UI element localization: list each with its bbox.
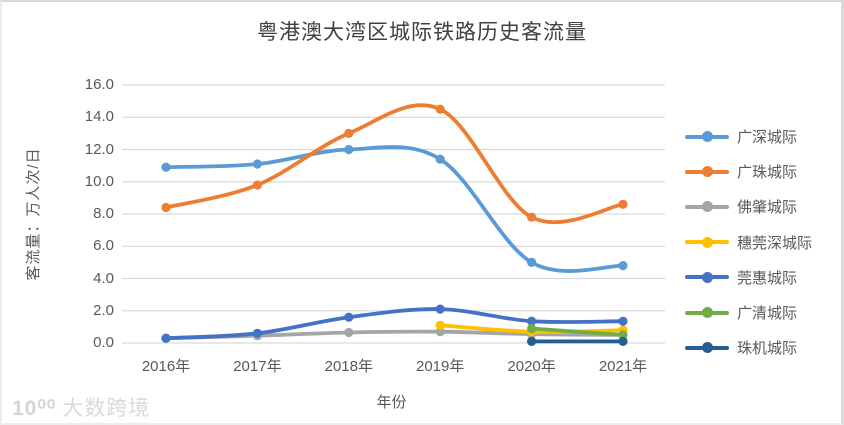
legend-line-marker-icon (685, 271, 729, 283)
legend-label: 广珠城际 (737, 164, 798, 182)
series-marker (435, 154, 445, 164)
legend-line-marker-icon (685, 342, 729, 354)
legend-item: 穗莞深城际 (685, 225, 841, 260)
legend-item: 莞惠城际 (685, 260, 841, 295)
y-tick-label: 6.0 (93, 237, 114, 255)
legend-line-marker-icon (685, 236, 729, 248)
legend-item: 广清城际 (685, 295, 841, 330)
legend-label: 佛肇城际 (737, 199, 798, 217)
x-axis-title: 年份 (376, 394, 407, 411)
series-marker (527, 212, 537, 222)
legend-line-marker-icon (685, 307, 729, 319)
y-axis-title: 客流量：万人次/日 (25, 147, 42, 281)
series-marker (527, 336, 537, 346)
watermark: 10⁰⁰ 大数跨境 (12, 392, 150, 422)
watermark-text: 大数跨境 (62, 397, 151, 420)
series-marker (161, 202, 171, 213)
x-tick-label: 2018年 (324, 358, 373, 375)
y-tick-label: 12.0 (84, 140, 114, 158)
series-marker (618, 316, 628, 326)
legend-label: 穗莞深城际 (737, 234, 813, 252)
series-marker (435, 104, 445, 114)
series-marker (618, 330, 628, 340)
series-marker (161, 162, 171, 172)
y-tick-label: 8.0 (93, 205, 114, 222)
series-marker (527, 257, 537, 267)
legend-item: 珠机城际 (685, 330, 841, 365)
x-tick-label: 2021年 (598, 358, 648, 375)
series-marker (527, 316, 537, 326)
legend-line-marker-icon (685, 131, 729, 143)
y-tick-label: 0.0 (93, 334, 114, 351)
watermark-logo-icon: 10⁰⁰ (12, 397, 57, 420)
y-tick-label: 14.0 (84, 108, 114, 126)
series-marker (344, 327, 354, 338)
legend-label: 广深城际 (737, 129, 798, 147)
series-marker (252, 180, 262, 190)
y-tick-label: 16.0 (84, 76, 114, 93)
series-marker (344, 312, 354, 322)
legend-item: 广珠城际 (685, 154, 841, 189)
series-marker (344, 144, 354, 155)
legend-label: 莞惠城际 (737, 269, 798, 287)
series-marker (618, 261, 628, 271)
series-marker (252, 159, 262, 169)
series-line (164, 307, 625, 341)
series-marker (618, 336, 628, 346)
series-line (529, 326, 625, 337)
legend-label: 珠机城际 (737, 340, 798, 358)
y-tick-label: 10.0 (84, 172, 114, 190)
series-marker (618, 199, 628, 209)
chart-title: 粤港澳大湾区城际铁路历史客流量 (257, 21, 587, 44)
series-marker (344, 128, 354, 138)
series-marker (161, 333, 171, 343)
series-marker (435, 327, 445, 337)
x-tick-label: 2017年 (233, 358, 282, 375)
x-tick-label: 2019年 (416, 358, 465, 375)
legend-line-marker-icon (685, 201, 729, 213)
legend-item: 广深城际 (685, 119, 841, 154)
y-tick-label: 2.0 (93, 301, 114, 319)
legend-label: 广清城际 (737, 305, 798, 323)
x-tick-label: 2016年 (141, 358, 191, 375)
series-marker (252, 328, 262, 338)
series-marker (435, 320, 445, 330)
legend: 广深城际广珠城际佛肇城际穗莞深城际莞惠城际广清城际珠机城际 (685, 119, 841, 365)
series-marker (435, 304, 445, 314)
series-line (164, 145, 625, 273)
legend-line-marker-icon (685, 166, 729, 178)
series-marker (527, 323, 537, 334)
y-tick-label: 4.0 (93, 269, 114, 287)
x-tick-label: 2020年 (507, 358, 556, 375)
legend-item: 佛肇城际 (685, 189, 841, 224)
